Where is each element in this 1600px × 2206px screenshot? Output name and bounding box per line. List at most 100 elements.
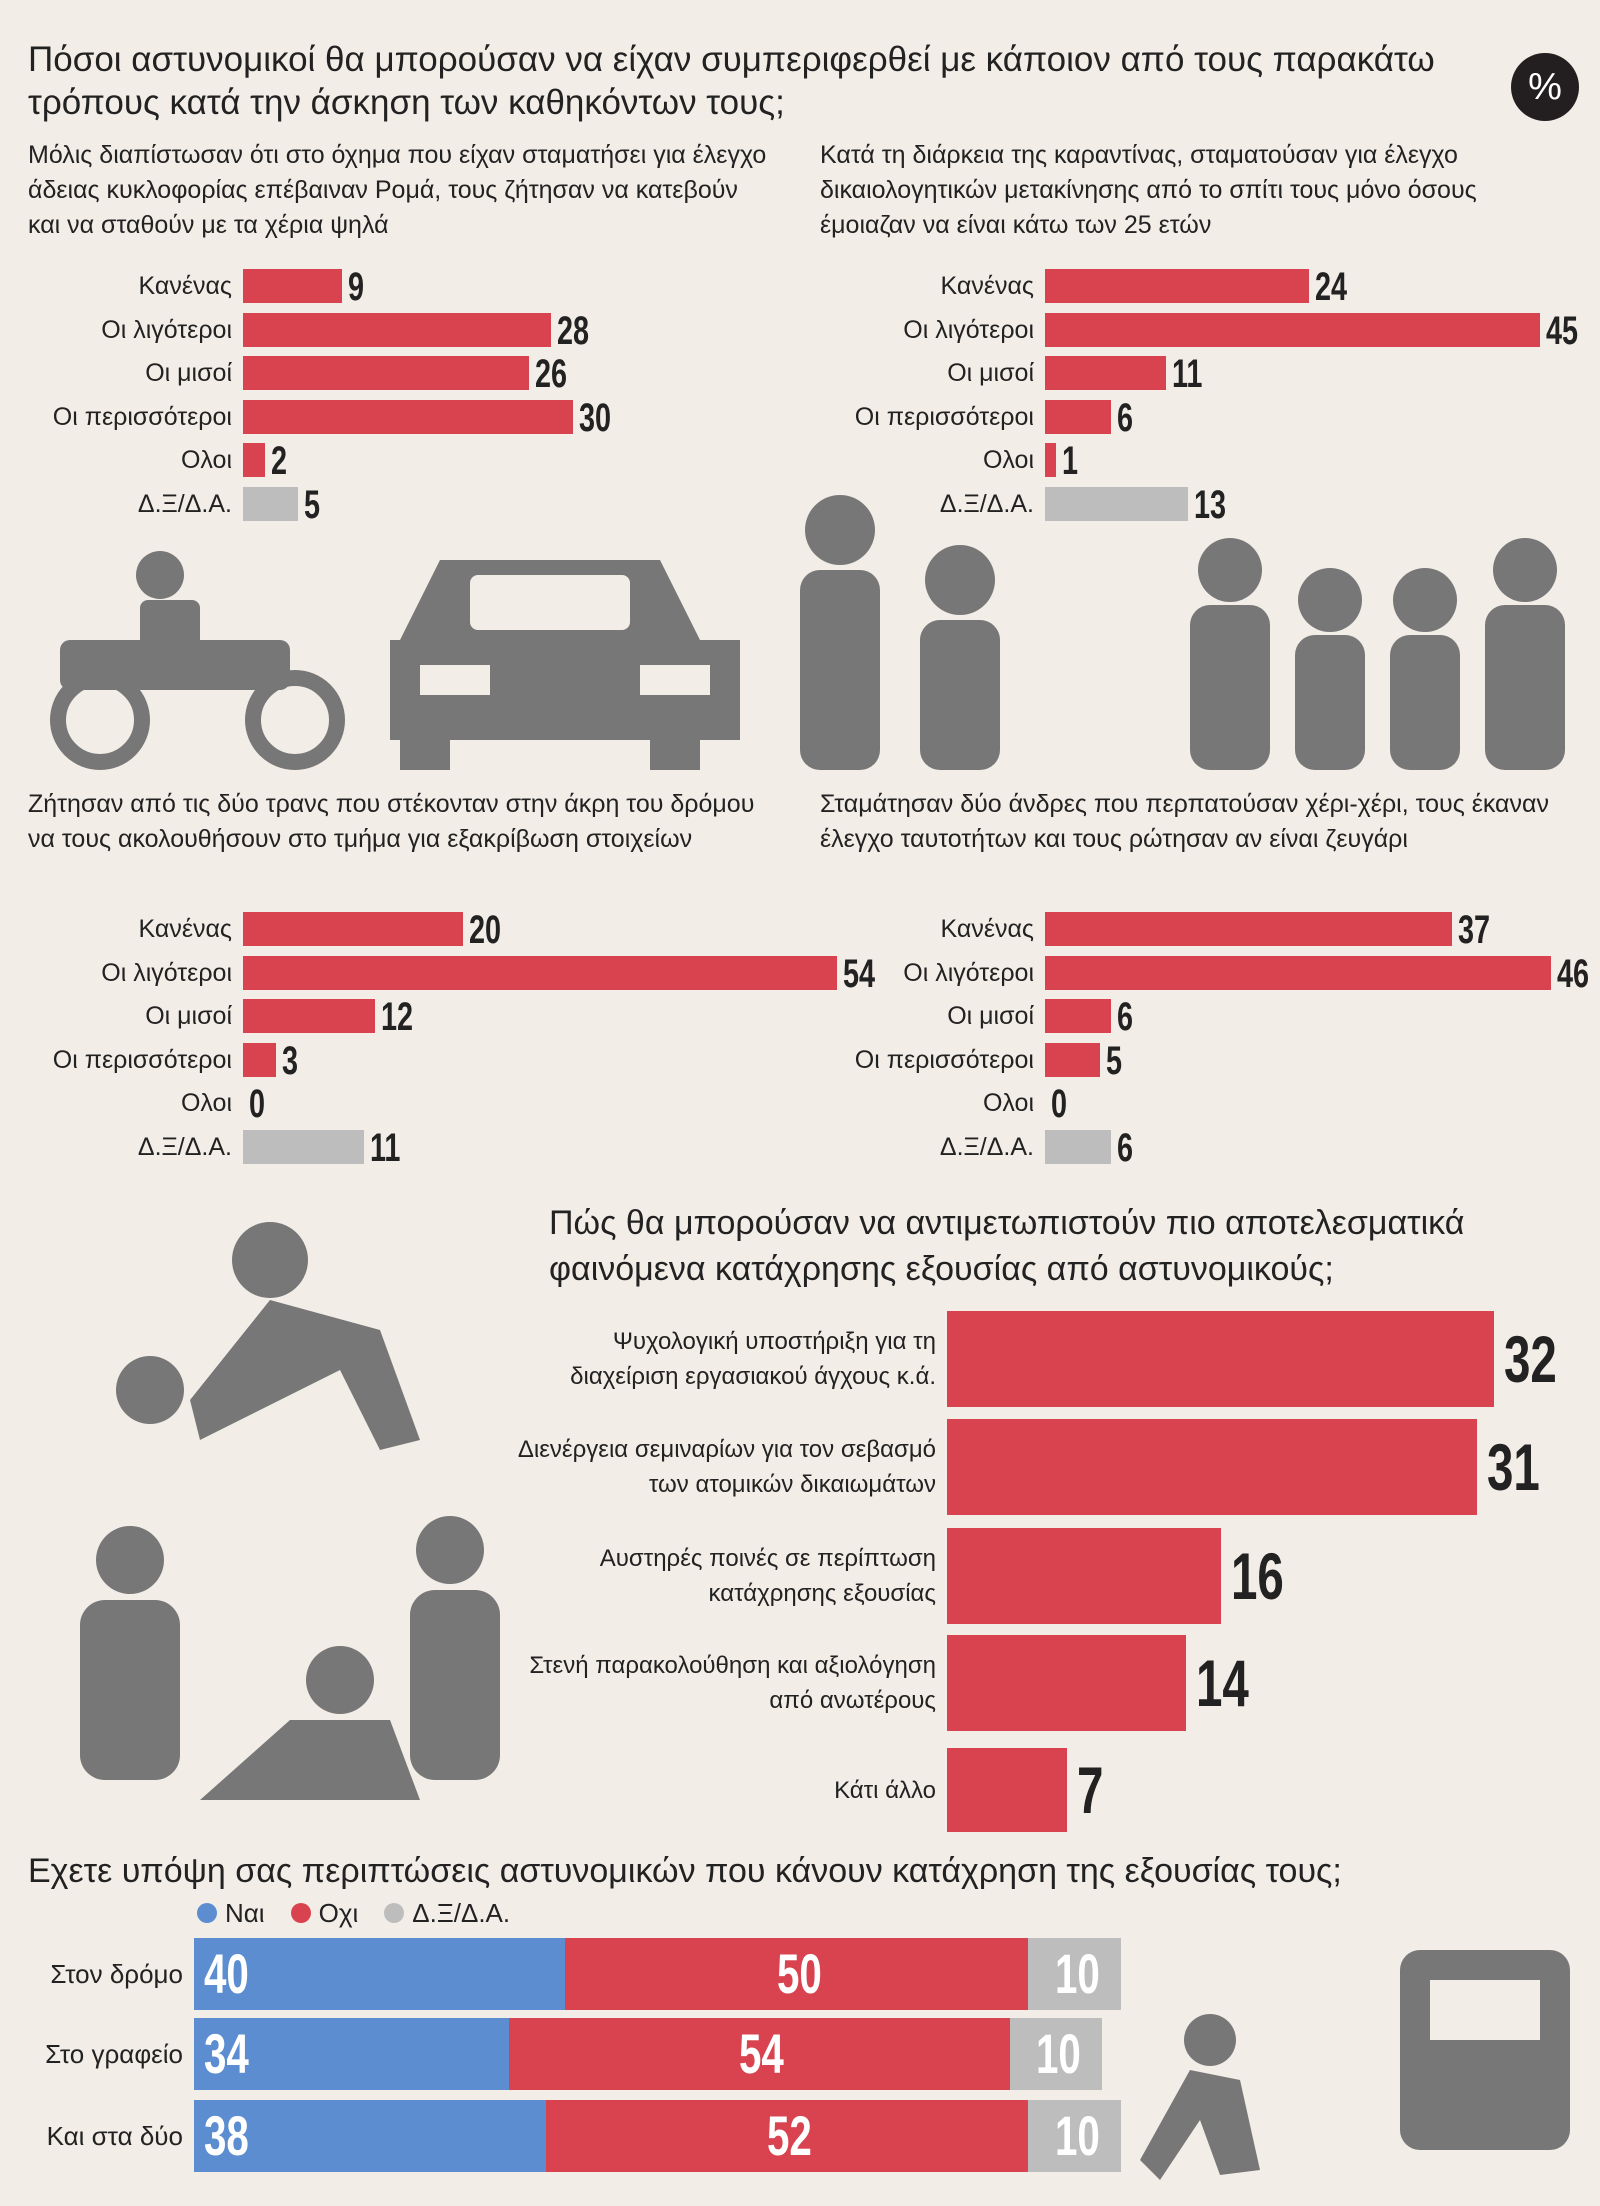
bar-segment bbox=[1009, 2018, 1103, 2090]
legend-label: Δ.Ξ/Δ.Α. bbox=[412, 1898, 511, 1928]
category-label: Δ.Ξ/Δ.Α. bbox=[137, 490, 232, 518]
category-label: Κανένας bbox=[138, 915, 232, 943]
value-label: 45 bbox=[1546, 308, 1579, 353]
bar-segment bbox=[546, 2100, 1029, 2172]
value-label: 34 bbox=[204, 2022, 249, 2085]
value-label: 9 bbox=[348, 265, 365, 309]
value-label: 0 bbox=[1051, 1082, 1068, 1127]
value-label: 54 bbox=[739, 2022, 785, 2085]
value-label: 10 bbox=[1054, 1942, 1100, 2005]
bar bbox=[243, 443, 265, 478]
bar bbox=[1045, 1042, 1100, 1077]
bar bbox=[243, 999, 375, 1034]
value-label: 1 bbox=[1062, 439, 1079, 484]
bar bbox=[243, 912, 463, 946]
category-label: Οι περισσότεροι bbox=[52, 1045, 232, 1074]
bar-segment bbox=[1028, 1938, 1121, 2010]
legend-swatch bbox=[384, 1903, 405, 1923]
category-label: Ολοι bbox=[180, 1089, 232, 1118]
category-label: Στο γραφείο bbox=[45, 2039, 183, 2069]
category-label: Στον δρόμο bbox=[50, 1959, 183, 1989]
bar-segment bbox=[509, 2018, 1010, 2090]
legend-swatch bbox=[197, 1903, 217, 1923]
category-label: Δ.Ξ/Δ.Α. bbox=[137, 1133, 232, 1161]
subtitle: Ζήτησαν από τις δύο τρανς που στέκονταν … bbox=[28, 790, 755, 853]
value-label: 38 bbox=[204, 2104, 249, 2167]
value-label: 37 bbox=[1458, 908, 1491, 952]
bar bbox=[243, 356, 529, 391]
chart-title: Εχετε υπόψη σας περιπτώσεις αστυνομικών … bbox=[28, 1852, 1342, 1890]
bar bbox=[243, 399, 573, 434]
bar bbox=[1045, 356, 1166, 391]
people-icon bbox=[800, 495, 1565, 770]
category-label: Κανένας bbox=[940, 272, 1034, 300]
value-label: 32 bbox=[1504, 1322, 1558, 1396]
value-label: 3 bbox=[282, 1038, 299, 1083]
value-label: 20 bbox=[469, 908, 502, 952]
category-label: Στενή παρακολούθηση και αξιολόγηση από α… bbox=[529, 1652, 936, 1714]
category-label: Ψυχολογική υποστήριξη για τη διαχείριση … bbox=[570, 1328, 936, 1390]
bar-segment bbox=[564, 1938, 1029, 2010]
main-title: Πόσοι αστυνομικοί θα μπορούσαν να είχαν … bbox=[28, 40, 1435, 122]
bar bbox=[1045, 443, 1056, 478]
bar-segment bbox=[194, 2018, 510, 2090]
value-label: 24 bbox=[1315, 265, 1348, 309]
category-label: Οι μισοί bbox=[145, 1002, 232, 1031]
bar bbox=[1045, 1130, 1111, 1164]
category-label: Οι λιγότεροι bbox=[101, 315, 232, 344]
value-label: 5 bbox=[304, 483, 321, 527]
bar bbox=[947, 1528, 1221, 1624]
value-label: 12 bbox=[381, 995, 414, 1040]
category-label: Οι μισοί bbox=[947, 1002, 1034, 1031]
value-label: 7 bbox=[1076, 1753, 1104, 1827]
bar bbox=[243, 955, 837, 990]
value-label: 5 bbox=[1106, 1038, 1123, 1083]
subtitle: Μόλις διαπίστωσαν ότι στο όχημα που είχα… bbox=[28, 141, 767, 239]
subtitle: Σταμάτησαν δύο άνδρες που περπατούσαν χέ… bbox=[820, 790, 1549, 853]
category-label: Οι μισοί bbox=[145, 359, 232, 388]
category-label: Οι περισσότεροι bbox=[854, 402, 1034, 431]
category-label: Ολοι bbox=[982, 1089, 1034, 1118]
legend-label: Ναι bbox=[225, 1898, 265, 1928]
value-label: 0 bbox=[249, 1082, 266, 1127]
value-label: 14 bbox=[1196, 1646, 1250, 1720]
legend-label: Οχι bbox=[318, 1898, 359, 1928]
category-label: Οι περισσότεροι bbox=[854, 1045, 1034, 1074]
category-label: Κανένας bbox=[940, 915, 1034, 943]
value-label: 46 bbox=[1557, 951, 1590, 996]
bar-segment bbox=[1028, 2100, 1121, 2172]
percent-badge: % bbox=[1511, 53, 1579, 121]
category-label: Κάτι άλλο bbox=[834, 1776, 936, 1804]
value-label: 6 bbox=[1117, 1126, 1134, 1170]
value-label: 26 bbox=[535, 352, 568, 397]
subtitle: Κατά τη διάρκεια της καραντίνας, σταματο… bbox=[820, 141, 1477, 239]
value-label: 10 bbox=[1036, 2022, 1081, 2085]
bar bbox=[1045, 487, 1188, 521]
bar bbox=[243, 1130, 364, 1164]
category-label: Δ.Ξ/Δ.Α. bbox=[939, 1133, 1034, 1161]
value-label: 52 bbox=[767, 2104, 813, 2167]
category-label: Οι περισσότεροι bbox=[52, 402, 232, 431]
bar bbox=[243, 487, 298, 521]
bar-segment bbox=[194, 2100, 547, 2172]
bar bbox=[1045, 312, 1540, 347]
category-label: Και στα δύο bbox=[46, 2121, 183, 2151]
bar bbox=[947, 1311, 1495, 1407]
category-label: Δ.Ξ/Δ.Α. bbox=[939, 490, 1034, 518]
category-label: Κανένας bbox=[138, 272, 232, 300]
value-label: 10 bbox=[1054, 2104, 1100, 2167]
scuffle-icon bbox=[80, 1222, 500, 1800]
value-label: 30 bbox=[579, 395, 612, 440]
value-label: 54 bbox=[843, 951, 876, 996]
chart-title: Πώς θα μπορούσαν να αντιμετωπιστούν πιο … bbox=[549, 1204, 1465, 1288]
bar bbox=[947, 1748, 1067, 1832]
category-label: Διενέργεια σεμιναρίων για τον σεβασμό τω… bbox=[517, 1436, 936, 1498]
motorbike-icon bbox=[50, 551, 345, 770]
category-label: Οι λιγότεροι bbox=[903, 958, 1034, 987]
value-label: 6 bbox=[1117, 995, 1134, 1040]
value-label: 28 bbox=[557, 308, 590, 353]
value-label: 13 bbox=[1194, 483, 1227, 527]
bar bbox=[243, 312, 551, 347]
value-label: 50 bbox=[776, 1942, 822, 2005]
